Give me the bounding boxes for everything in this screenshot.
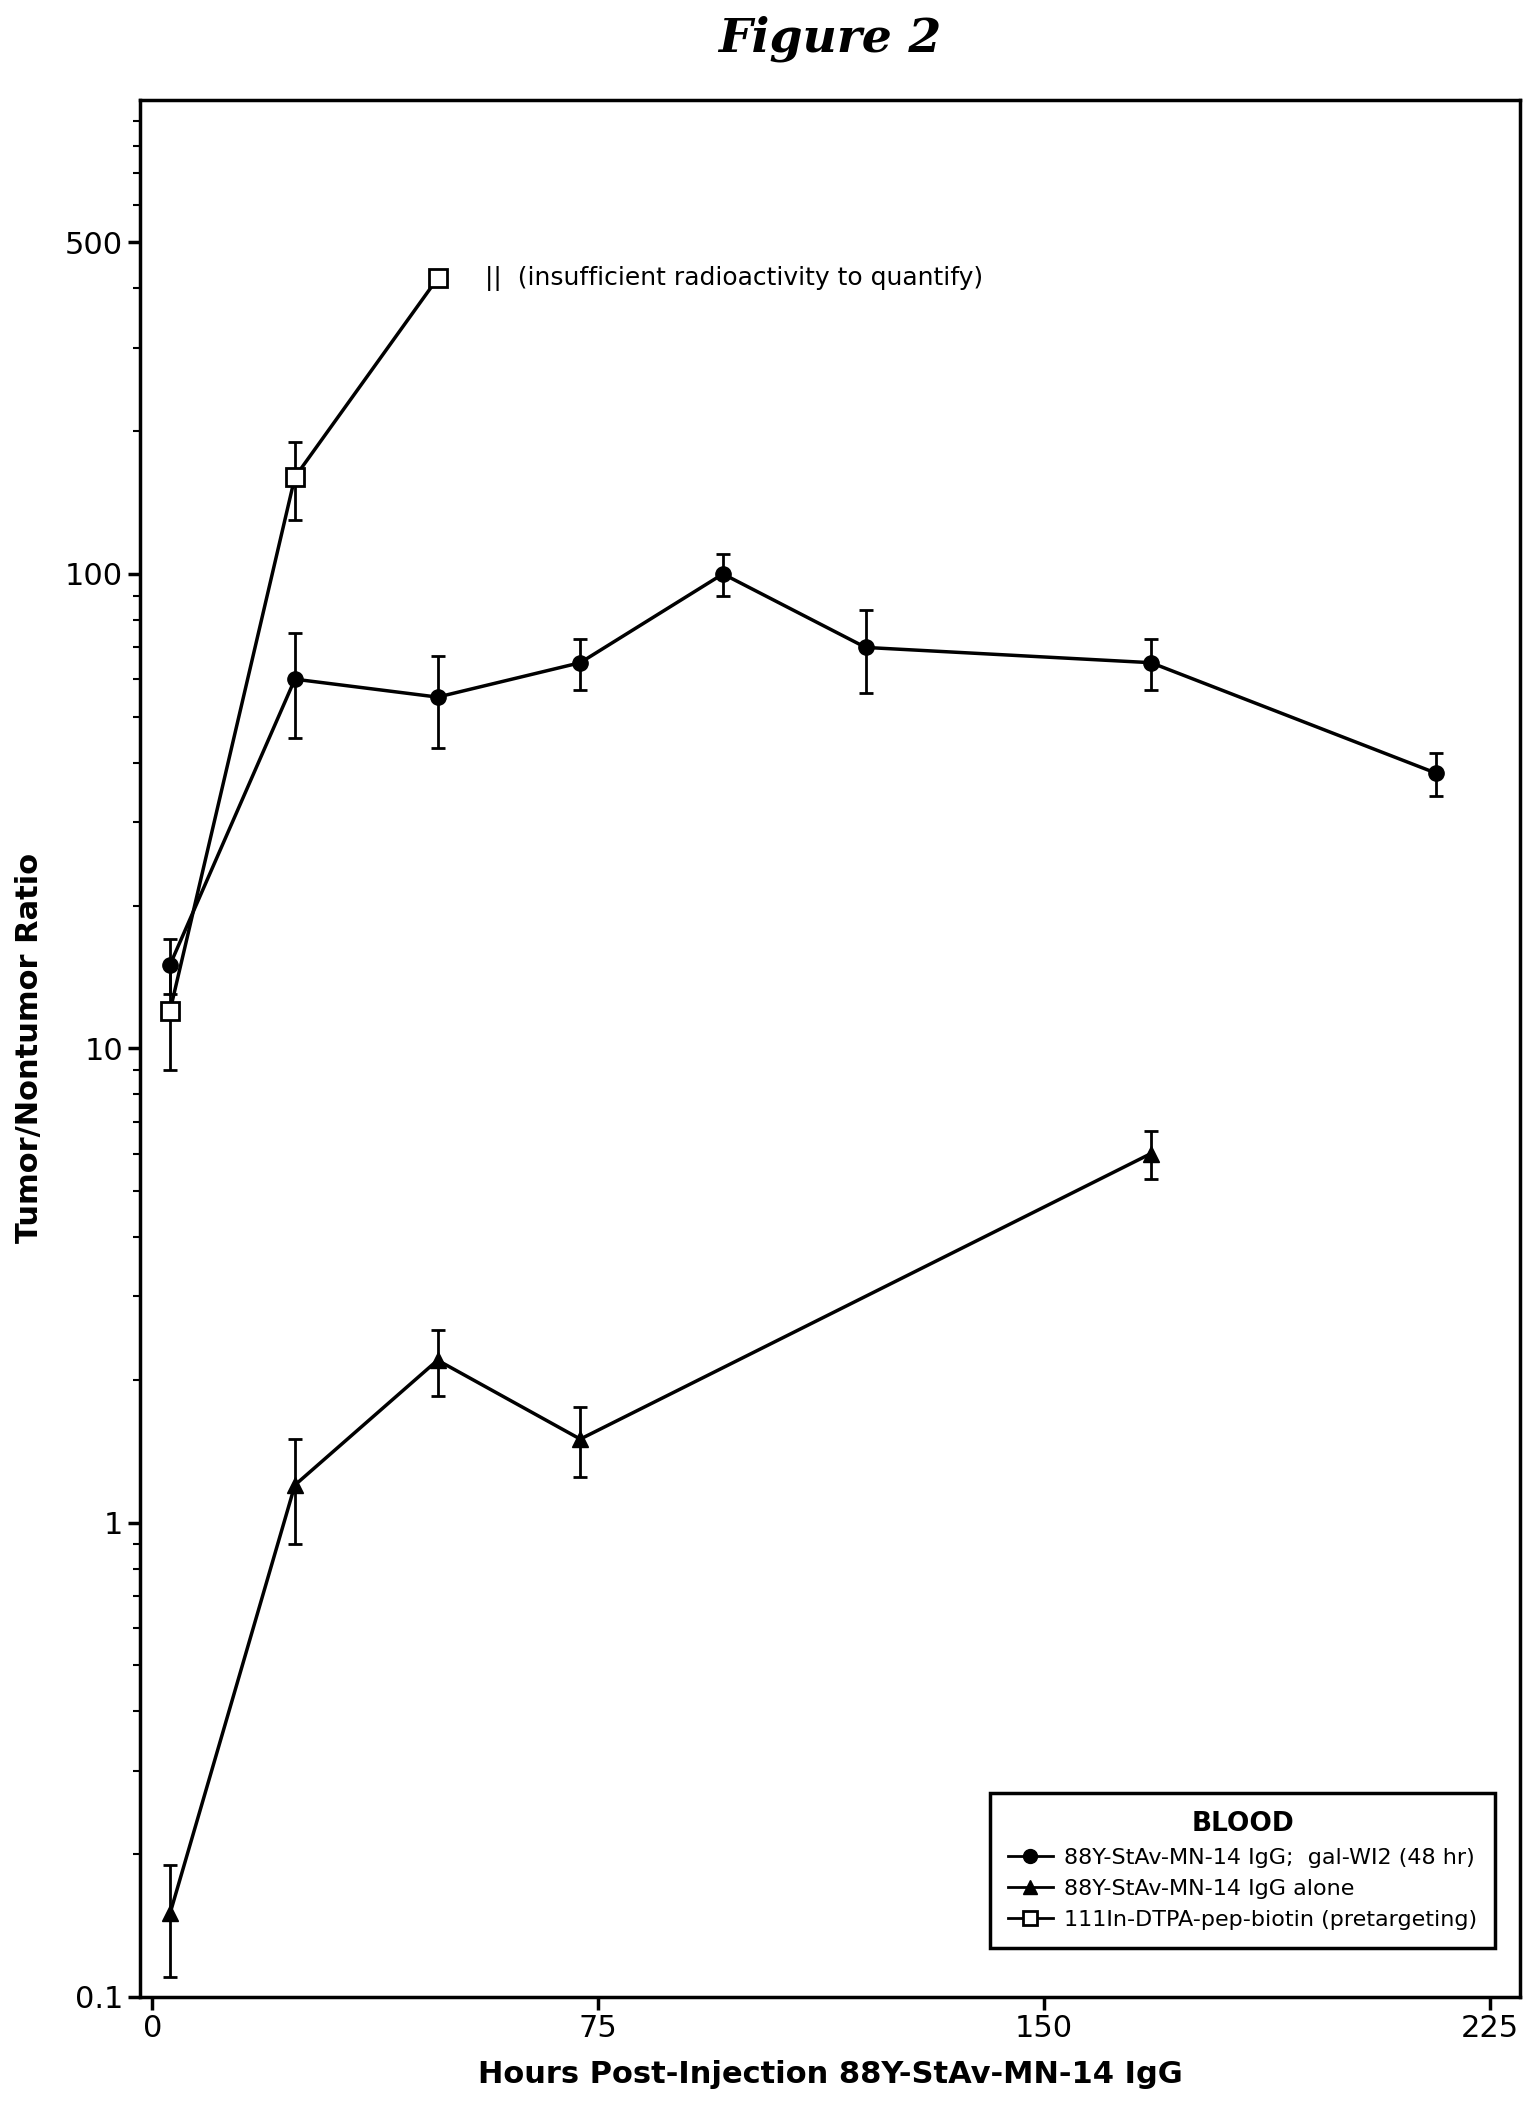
Title: Figure 2: Figure 2 [718, 15, 941, 61]
X-axis label: Hours Post-Injection 88Y-StAv-MN-14 IgG: Hours Post-Injection 88Y-StAv-MN-14 IgG [478, 2060, 1183, 2089]
Legend: 88Y-StAv-MN-14 IgG;  gal-WI2 (48 hr), 88Y-StAv-MN-14 IgG alone, 111In-DTPA-pep-b: 88Y-StAv-MN-14 IgG; gal-WI2 (48 hr), 88Y… [990, 1793, 1495, 1948]
Text: ||  (insufficient radioactivity to quantify): || (insufficient radioactivity to quanti… [484, 265, 983, 290]
Y-axis label: Tumor/Nontumor Ratio: Tumor/Nontumor Ratio [15, 854, 45, 1243]
